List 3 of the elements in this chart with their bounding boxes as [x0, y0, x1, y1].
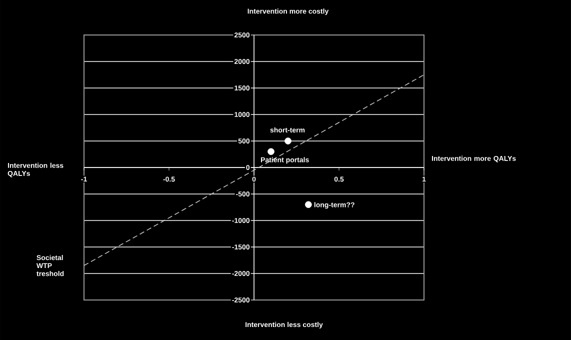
point — [305, 201, 312, 208]
point — [268, 148, 274, 155]
point — [284, 138, 292, 144]
